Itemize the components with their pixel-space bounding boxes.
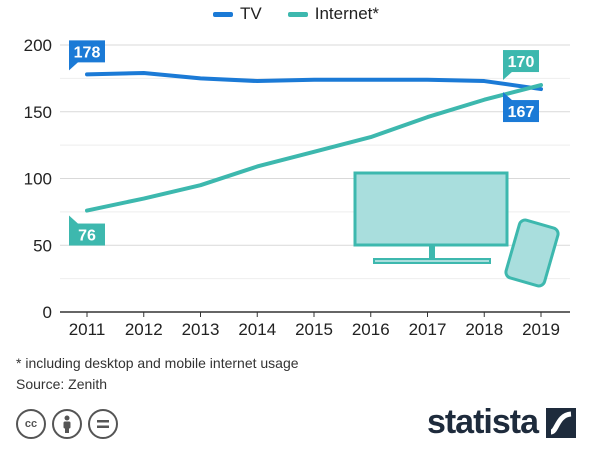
y-tick-label: 200 bbox=[24, 36, 52, 55]
footnote: * including desktop and mobile internet … bbox=[16, 355, 299, 371]
data-label-callout: 178 bbox=[69, 40, 105, 71]
legend-swatch-internet bbox=[287, 11, 308, 17]
statista-logo[interactable]: statista bbox=[427, 403, 576, 442]
legend: TV Internet* bbox=[0, 2, 592, 26]
tv-base-icon bbox=[373, 258, 491, 264]
data-label-box bbox=[503, 50, 539, 73]
tv-icon bbox=[353, 171, 509, 247]
y-tick-label: 100 bbox=[24, 170, 52, 189]
y-tick-label: 150 bbox=[24, 103, 52, 122]
data-label-box bbox=[69, 40, 105, 63]
x-tick-label: 2018 bbox=[465, 320, 503, 339]
data-label-pointer bbox=[69, 215, 79, 225]
source: Source: Zenith bbox=[16, 376, 108, 392]
illustration bbox=[353, 171, 560, 288]
y-tick-label: 50 bbox=[33, 236, 52, 255]
data-label-box bbox=[69, 223, 105, 246]
x-tick-label: 2013 bbox=[182, 320, 220, 339]
legend-label-tv: TV bbox=[240, 4, 262, 23]
x-tick-label: 2014 bbox=[238, 320, 276, 339]
data-label: 170 bbox=[508, 54, 535, 71]
legend-item-tv[interactable]: TV bbox=[213, 4, 262, 24]
data-label-callout: 167 bbox=[503, 92, 539, 123]
data-label-pointer bbox=[503, 71, 513, 81]
tv-stand-icon bbox=[429, 245, 435, 260]
legend-label-internet: Internet* bbox=[314, 4, 379, 23]
legend-swatch-tv bbox=[213, 11, 233, 17]
data-label-box bbox=[503, 100, 539, 123]
x-tick-label: 2015 bbox=[295, 320, 333, 339]
y-tick-label: 0 bbox=[43, 303, 52, 322]
data-label: 178 bbox=[74, 44, 101, 61]
no-derivatives-icon[interactable] bbox=[88, 409, 118, 439]
statista-mark-icon bbox=[546, 407, 576, 438]
x-tick-label: 2012 bbox=[125, 320, 163, 339]
legend-item-internet[interactable]: Internet* bbox=[287, 4, 379, 24]
cc-icon[interactable]: cc bbox=[16, 409, 46, 439]
series-line-tv bbox=[85, 71, 543, 92]
x-tick-label: 2017 bbox=[409, 320, 447, 339]
data-label: 76 bbox=[78, 228, 96, 245]
data-label: 167 bbox=[508, 104, 535, 121]
line-chart: 0 50 100 150 200 2011 2012 2013 2014 2015 2016 2017… bbox=[24, 36, 570, 339]
data-label-pointer bbox=[503, 92, 513, 102]
x-tick-label: 2019 bbox=[522, 320, 560, 339]
smartphone-icon bbox=[504, 218, 560, 288]
data-label-pointer bbox=[69, 61, 79, 71]
x-tick-label: 2016 bbox=[352, 320, 390, 339]
x-tick-label: 2011 bbox=[69, 320, 106, 339]
attribution-icon[interactable] bbox=[52, 409, 82, 439]
data-label-callout: 170 bbox=[503, 50, 539, 81]
license-icons: cc bbox=[16, 409, 118, 439]
data-label-callout: 76 bbox=[69, 215, 105, 246]
brand-name: statista bbox=[426, 403, 539, 441]
